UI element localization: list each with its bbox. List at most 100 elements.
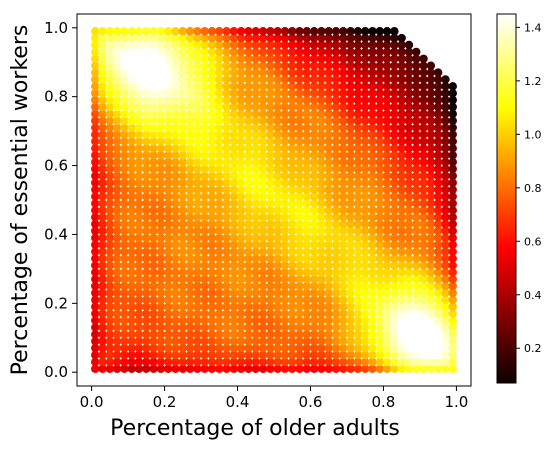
data-point [339,89,348,98]
data-point [236,364,246,373]
data-point [361,33,370,43]
data-point [353,27,363,36]
data-point [346,219,355,229]
data-point [236,213,246,222]
data-point [200,164,209,174]
data-point [207,323,217,332]
data-point [375,40,384,50]
data-point [361,275,370,284]
data-point [404,116,414,125]
data-point [244,240,253,249]
data-point [266,302,275,311]
data-point [193,89,202,98]
data-point [390,323,399,332]
data-point [361,309,370,318]
data-point [361,137,370,146]
data-point [185,240,195,249]
data-point [288,233,297,243]
data-point [433,206,443,215]
data-point [397,309,406,318]
data-point [171,357,180,367]
data-point [419,316,428,325]
data-point [317,47,326,57]
data-point [164,213,173,222]
data-point [149,219,158,229]
data-point [368,337,377,346]
data-point [339,151,348,160]
data-point [193,75,202,84]
data-point [251,40,260,50]
data-point [185,206,195,215]
data-point [193,288,202,298]
data-point [368,116,377,125]
data-point [397,164,406,174]
data-point [419,75,428,84]
data-point [244,323,253,332]
data-point [353,157,363,167]
data-point [236,47,246,57]
data-point [331,343,341,353]
data-point [222,123,231,132]
data-point [215,33,224,43]
data-point [105,233,115,243]
data-point [171,288,180,298]
data-point [105,157,115,167]
data-point [105,213,115,222]
data-point [215,275,224,284]
data-point [426,171,436,181]
data-point [273,61,282,70]
data-point [236,295,246,305]
data-point [178,144,187,153]
data-point [375,130,384,139]
data-point [302,337,312,346]
data-point [309,213,319,222]
data-point [207,116,217,125]
data-point [368,185,377,194]
data-point [149,233,158,243]
data-point [229,323,239,332]
data-point [91,261,100,270]
data-point [142,288,151,298]
data-point [302,206,312,215]
data-point [222,302,231,311]
data-point [368,316,377,325]
data-point [426,130,436,139]
data-point [171,350,180,360]
data-point [346,302,355,311]
data-point [185,254,195,263]
data-point [404,330,414,339]
data-point [91,268,100,277]
data-point [426,254,436,263]
data-point [266,144,275,153]
data-point [127,47,136,57]
data-point [215,178,224,187]
data-point [309,40,319,50]
data-point [346,199,355,208]
data-point [266,247,275,256]
data-point [382,102,392,112]
data-point [426,61,436,70]
data-point [375,33,384,43]
data-point [324,89,333,98]
data-point [164,337,173,346]
data-point [134,95,144,105]
data-point [258,219,268,229]
data-point [251,151,260,160]
data-point [127,240,136,249]
data-point [266,323,275,332]
data-point [353,130,363,139]
data-point [178,178,187,187]
data-point [134,171,144,181]
data-point [324,171,333,181]
data-point [222,164,231,174]
data-point [207,102,217,112]
data-point [302,27,312,36]
data-point [207,330,217,339]
data-point [368,47,377,57]
data-point [412,364,421,373]
data-point [149,40,158,50]
data-point [171,268,180,277]
data-point [433,316,443,325]
data-point [236,164,246,174]
data-point [382,247,392,256]
